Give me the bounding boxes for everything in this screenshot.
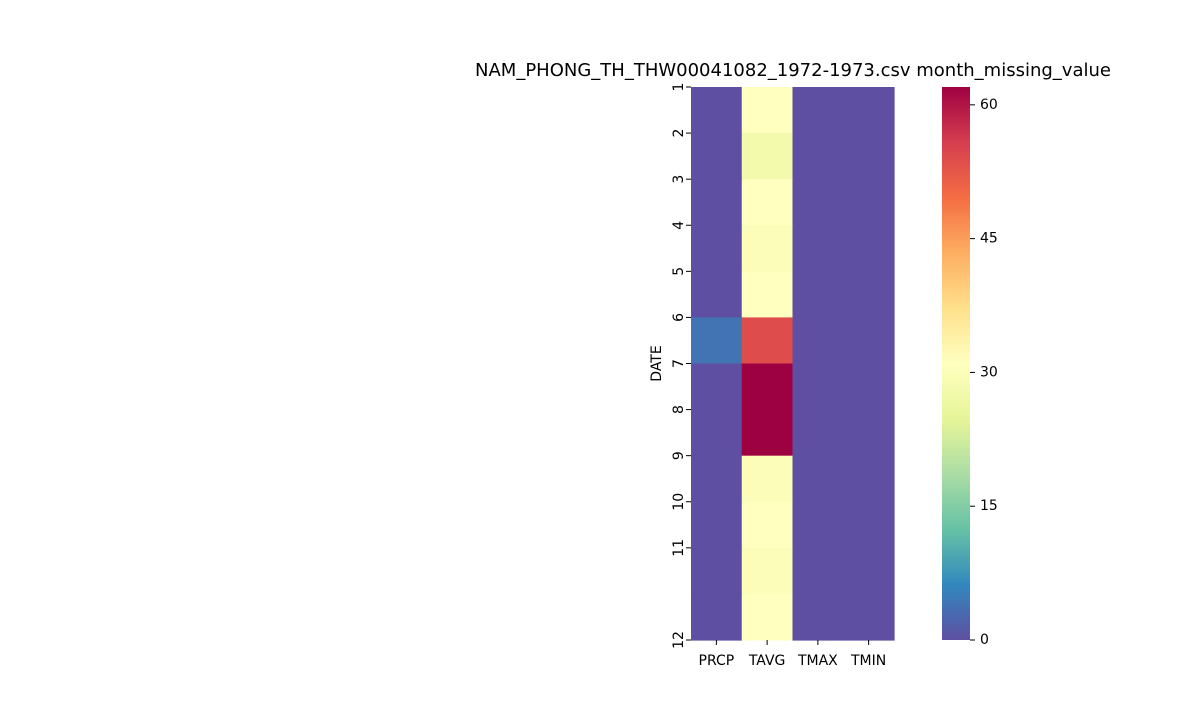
chart-title: NAM_PHONG_TH_THW00041082_1972-1973.csv m… [475, 60, 1111, 81]
heatmap-cell-3-TMIN [843, 179, 895, 226]
colorbar-ticks: 0 15 30 45 60 [970, 97, 998, 648]
y-tick-label: 1 [671, 83, 687, 92]
heatmap-cell-10-TMAX [792, 501, 844, 549]
colorbar-gradient [942, 87, 970, 640]
heatmap-cell-10-PRCP [691, 501, 743, 549]
colorbar-tick-label: 15 [980, 498, 998, 514]
heatmap-cell-4-PRCP [691, 225, 743, 272]
y-tick-label: 9 [671, 451, 687, 460]
y-tick-label: 7 [671, 359, 687, 368]
heatmap-cells [691, 87, 895, 641]
heatmap-cell-11-TMAX [792, 547, 844, 595]
heatmap-cell-3-TAVG [741, 179, 794, 226]
heatmap-cell-8-TAVG [741, 409, 794, 457]
heatmap-cell-9-TAVG [741, 455, 794, 503]
heatmap-cell-8-TMIN [843, 409, 895, 457]
heatmap-cell-6-TMAX [792, 317, 844, 365]
heatmap-cell-7-TAVG [741, 363, 794, 411]
x-tick-label: TMIN [850, 653, 886, 669]
colorbar-tick-label: 45 [980, 231, 998, 247]
heatmap-cell-2-PRCP [691, 133, 743, 180]
heatmap-cell-6-PRCP [691, 317, 743, 365]
heatmap-cell-4-TMIN [843, 225, 895, 272]
y-tick-label: 11 [671, 539, 687, 557]
heatmap-cell-11-TAVG [741, 547, 794, 595]
heatmap-cell-2-TMIN [843, 133, 895, 180]
heatmap-cell-6-TAVG [741, 317, 794, 365]
y-tick-label: 6 [671, 313, 687, 322]
heatmap-cell-9-TMIN [843, 455, 895, 503]
heatmap-cell-1-TAVG [741, 87, 794, 134]
heatmap-cell-10-TAVG [741, 501, 794, 549]
colorbar-tick-label: 0 [980, 632, 989, 648]
heatmap-cell-6-TMIN [843, 317, 895, 365]
heatmap-cell-7-PRCP [691, 363, 743, 411]
heatmap-cell-5-TMIN [843, 271, 895, 319]
y-tick-label: 12 [671, 631, 687, 649]
y-tick-label: 5 [671, 267, 687, 276]
x-tick-label: PRCP [699, 653, 735, 669]
x-tick-label: TMAX [797, 653, 838, 669]
y-tick-label: 3 [671, 175, 687, 184]
colorbar: 0 15 30 45 60 [942, 87, 998, 648]
heatmap-cell-1-TMIN [843, 87, 895, 134]
heatmap-cell-10-TMIN [843, 501, 895, 549]
x-tick-labels: PRCP TAVG TMAX TMIN [699, 640, 886, 669]
heatmap-cell-11-PRCP [691, 547, 743, 595]
heatmap-cell-4-TAVG [741, 225, 794, 272]
y-tick-label: 8 [671, 405, 687, 414]
y-tick-label: 2 [671, 129, 687, 138]
heatmap-cell-1-PRCP [691, 87, 743, 134]
x-tick-label: TAVG [748, 653, 786, 669]
colorbar-tick-label: 60 [980, 97, 998, 113]
heatmap-cell-8-TMAX [792, 409, 844, 457]
heatmap-cell-3-PRCP [691, 179, 743, 226]
heatmap-cell-4-TMAX [792, 225, 844, 272]
heatmap-cell-7-TMAX [792, 363, 844, 411]
heatmap-cell-2-TAVG [741, 133, 794, 180]
y-tick-label: 4 [671, 221, 687, 230]
y-axis-label: DATE [649, 345, 665, 381]
heatmap-cell-12-PRCP [691, 593, 743, 641]
heatmap-cell-1-TMAX [792, 87, 844, 134]
heatmap-cell-9-PRCP [691, 455, 743, 503]
heatmap-cell-12-TMIN [843, 593, 895, 641]
heatmap-cell-5-TMAX [792, 271, 844, 319]
heatmap-cell-5-TAVG [741, 271, 794, 319]
heatmap-cell-2-TMAX [792, 133, 844, 180]
y-tick-label: 10 [671, 493, 687, 511]
heatmap-cell-5-PRCP [691, 271, 743, 319]
heatmap-cell-3-TMAX [792, 179, 844, 226]
heatmap-cell-12-TAVG [741, 593, 794, 641]
heatmap-cell-9-TMAX [792, 455, 844, 503]
heatmap-cell-11-TMIN [843, 547, 895, 595]
colorbar-tick-label: 30 [980, 364, 998, 380]
heatmap-cell-7-TMIN [843, 363, 895, 411]
heatmap-cell-8-PRCP [691, 409, 743, 457]
heatmap-cell-12-TMAX [792, 593, 844, 641]
